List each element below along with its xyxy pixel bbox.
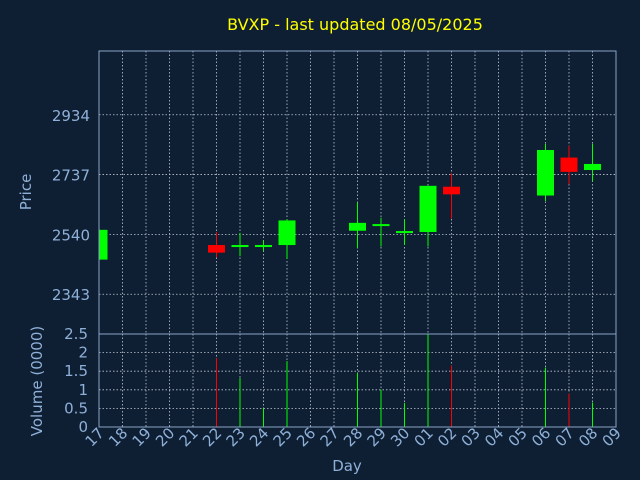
price-y-tick-label: 2934 [52, 107, 90, 125]
price-grid [99, 51, 616, 334]
x-tick-label: 08 [575, 424, 601, 450]
candle-body [396, 231, 413, 234]
x-tick-label: 28 [340, 424, 366, 450]
volume-bars [216, 334, 593, 427]
x-tick-label: 27 [317, 424, 343, 450]
candle-17 [99, 229, 108, 260]
candle-body [231, 245, 249, 248]
candle-body [349, 222, 366, 231]
candle-body [537, 149, 554, 196]
candle-body [208, 245, 225, 253]
volume-axis-label: Volume (0000) [28, 326, 46, 436]
price-y-tick-labels: 2343 2540 2737 2934 [52, 107, 90, 304]
candle-body [255, 245, 272, 248]
x-tick-label: 22 [199, 424, 225, 450]
volume-y-tick-label: 1.5 [64, 362, 88, 380]
x-tick-label: 21 [176, 424, 202, 450]
candle-25 [278, 219, 296, 259]
x-tick-label: 30 [387, 424, 413, 450]
x-tick-label: 29 [364, 424, 390, 450]
x-tick-label: 23 [223, 424, 249, 450]
candle-30 [396, 219, 413, 246]
candle-body [419, 185, 437, 232]
candle-29 [372, 217, 390, 247]
x-tick-label: 03 [458, 424, 484, 450]
volume-y-tick-label: 0 [78, 418, 88, 436]
candle-body [560, 157, 578, 172]
x-tick-label: 25 [270, 424, 296, 450]
x-tick-label: 19 [129, 424, 155, 450]
volume-y-tick-labels: 00.511.522.5 [64, 325, 88, 436]
candle-01 [419, 185, 437, 247]
x-tick-label: 05 [505, 424, 531, 450]
x-tick-label: 01 [411, 424, 437, 450]
candle-02 [443, 173, 460, 219]
volume-plot-border [98, 333, 617, 428]
candle-body [372, 224, 390, 227]
x-tick-labels: 1718192021222324252627282930010203040506… [82, 424, 625, 450]
price-panel: 2343 2540 2737 2934 Price [17, 50, 617, 335]
x-tick-label: 07 [552, 424, 578, 450]
x-tick-label: 20 [152, 424, 178, 450]
volume-y-tick-label: 0.5 [64, 399, 88, 417]
x-tick-label: 18 [105, 424, 131, 450]
candle-22 [208, 231, 225, 258]
x-tick-label: 24 [246, 424, 272, 450]
volume-y-tick-label: 2 [78, 344, 88, 362]
volume-panel: 00.511.522.5 Volume (0000) [28, 325, 617, 436]
x-tick-label: 04 [481, 424, 507, 450]
price-candles [99, 143, 601, 260]
x-tick-label: 06 [528, 424, 554, 450]
x-tick-label: 26 [293, 424, 319, 450]
candle-23 [231, 232, 249, 257]
candle-06 [537, 143, 554, 202]
price-y-tick-label: 2737 [52, 167, 90, 185]
price-axis-label: Price [17, 174, 35, 211]
x-axis-label: Day [332, 457, 362, 475]
candle-08 [584, 143, 601, 182]
volume-y-tick-label: 1 [78, 381, 88, 399]
candle-07 [560, 145, 578, 185]
chart-title: BVXP - last updated 08/05/2025 [227, 15, 483, 34]
candle-body [278, 220, 296, 246]
candle-28 [349, 202, 366, 249]
x-tick-label: 09 [599, 424, 625, 450]
volume-y-tick-label: 2.5 [64, 325, 88, 343]
candle-body [584, 163, 601, 171]
candle-body [99, 229, 108, 260]
candle-body [443, 186, 460, 195]
candle-24 [255, 240, 272, 252]
price-y-tick-label: 2343 [52, 286, 90, 304]
price-y-tick-label: 2540 [52, 226, 90, 244]
x-tick-label: 02 [434, 424, 460, 450]
